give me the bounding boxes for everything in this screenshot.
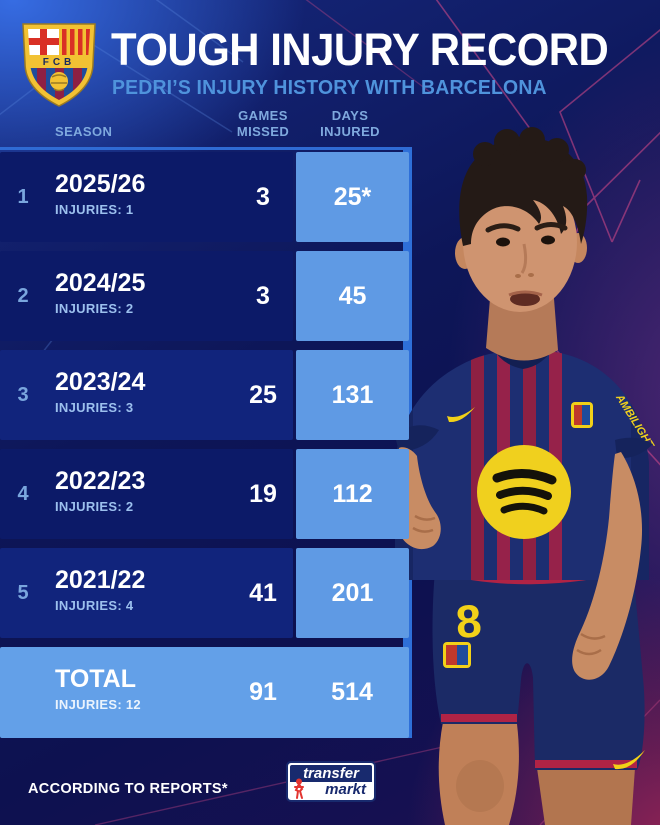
table-row: 3 2023/24 INJURIES: 3 25 131	[0, 350, 409, 440]
row-season: 2025/26	[55, 170, 146, 198]
table-rows: 1 2025/26 INJURIES: 1 3 25* 2 2024/25 IN…	[0, 152, 409, 738]
table-row: 5 2021/22 INJURIES: 4 41 201	[0, 548, 409, 638]
total-label: TOTAL	[55, 665, 137, 693]
player-legs	[438, 722, 635, 825]
table-row: 2 2024/25 INJURIES: 2 3 45	[0, 251, 409, 341]
row-days-injured: 112	[296, 449, 409, 539]
row-injuries: INJURIES: 2	[55, 300, 134, 316]
row-games-missed: 3	[256, 182, 270, 211]
jersey-crest-icon	[571, 402, 593, 428]
spotify-logo-icon	[477, 445, 571, 539]
row-rank: 3	[17, 383, 29, 406]
player-photo-pedri: 8 AM	[391, 127, 656, 825]
row-days-injured: 25*	[296, 152, 409, 242]
column-header-games: GAMES MISSED	[236, 108, 290, 140]
row-season: 2023/24	[55, 368, 146, 396]
row-season: 2021/22	[55, 566, 146, 594]
transfermarkt-player-icon	[294, 778, 304, 799]
row-days-injured: 201	[296, 548, 409, 638]
page-title: TOUGH INJURY RECORD	[111, 24, 609, 75]
row-games-missed: 19	[249, 479, 277, 508]
shorts-nike-swoosh-icon	[613, 750, 645, 770]
total-injuries: INJURIES: 12	[55, 696, 141, 712]
row-season: 2022/23	[55, 467, 146, 495]
header-separator	[0, 147, 412, 150]
row-games-missed: 3	[256, 281, 270, 310]
row-days-injured: 131	[296, 350, 409, 440]
row-games-missed: 41	[249, 578, 277, 607]
shorts-number: 8	[454, 594, 483, 648]
table-row: 4 2022/23 INJURIES: 2 19 112	[0, 449, 409, 539]
row-rank: 5	[17, 581, 29, 604]
row-days-injured: 45	[296, 251, 409, 341]
total-games-missed: 91	[249, 677, 277, 706]
page-subtitle: PEDRI’S INJURY HISTORY WITH BARCELONA	[112, 77, 547, 99]
table-total-row: TOTAL INJURIES: 12 91 514	[0, 647, 409, 738]
row-injuries: INJURIES: 4	[55, 597, 134, 613]
column-header-days: DAYS INJURED	[320, 108, 380, 140]
row-injuries: INJURIES: 3	[55, 399, 134, 415]
transfermarkt-logo: transfer markt	[286, 761, 376, 802]
shorts-crest-icon	[443, 642, 471, 668]
transfermarkt-logo-bottom-text: markt	[290, 778, 372, 799]
footnote: ACCORDING TO REPORTS*	[28, 780, 228, 797]
crest-fcb-text: FCB	[43, 57, 76, 68]
row-rank: 4	[17, 482, 29, 505]
jersey-nike-swoosh-icon	[447, 407, 475, 423]
row-injuries: INJURIES: 1	[55, 201, 134, 217]
row-rank: 2	[17, 284, 29, 307]
row-rank: 1	[17, 185, 29, 208]
row-games-missed: 25	[249, 380, 277, 409]
table-row: 1 2025/26 INJURIES: 1 3 25*	[0, 152, 409, 242]
row-injuries: INJURIES: 2	[55, 498, 134, 514]
player-head	[455, 127, 588, 361]
barcelona-crest-icon: FCB	[22, 23, 96, 107]
total-days-injured: 514	[331, 678, 373, 706]
row-season: 2024/25	[55, 269, 146, 297]
transfermarkt-logo-top-text: transfer	[290, 765, 372, 782]
column-header-season: SEASON	[55, 124, 113, 139]
